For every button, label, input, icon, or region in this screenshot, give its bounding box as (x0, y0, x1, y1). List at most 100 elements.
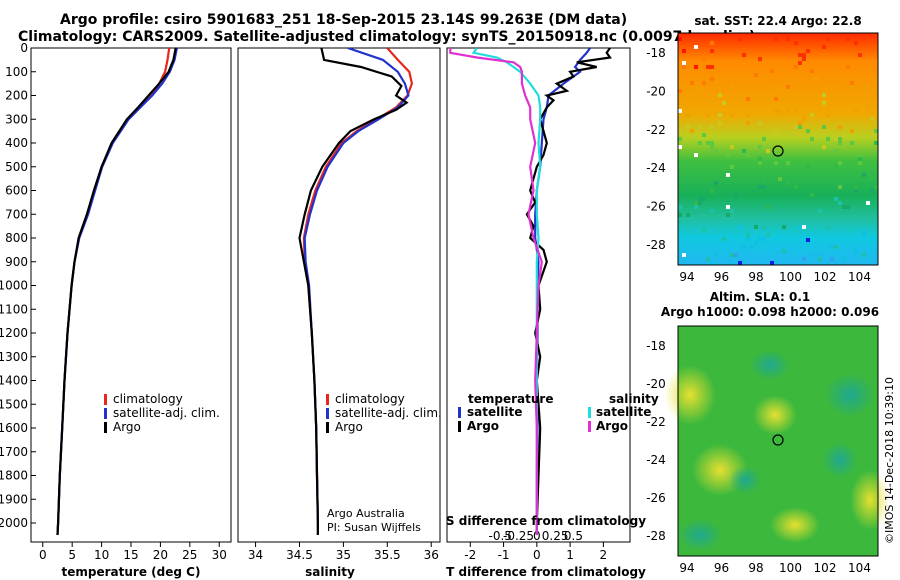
sst-pixel (678, 85, 682, 89)
lat-tick-label: -20 (646, 84, 666, 98)
sst-pixel (678, 205, 682, 209)
sst-pixel (750, 245, 754, 249)
sst-pixel (786, 109, 790, 113)
sla-blob (770, 507, 820, 543)
sst-pixel (854, 41, 858, 45)
depth-tick-label: 600 (5, 184, 28, 198)
sst-pixel (742, 53, 746, 57)
sst-pixel (682, 65, 686, 69)
depth-tick-label: 1900 (0, 492, 28, 506)
salinity-axes-frame (237, 47, 441, 543)
sst-pixel (870, 189, 874, 193)
sst-pixel (834, 165, 838, 169)
depth-tick-label: 1500 (0, 397, 28, 411)
sst-pixel (830, 257, 834, 261)
depth-tick-label: 700 (5, 207, 28, 221)
sst-pixel (742, 245, 746, 249)
sst-pixel (786, 33, 790, 37)
legend-label-argo: Argo (335, 420, 363, 434)
sst-pixel (762, 185, 766, 189)
sla-blob (664, 365, 716, 425)
header-line-1: Argo profile: csiro 5901683_251 18-Sep-2… (60, 12, 627, 28)
sst-pixel (798, 53, 802, 57)
sst-pixel (810, 137, 814, 141)
sst-pixel (714, 181, 718, 185)
x-tick-label: 0 (39, 548, 47, 562)
sst-pixel (714, 253, 718, 257)
sst-pixel (782, 97, 786, 101)
sst-pixel (802, 117, 806, 121)
sst-pixel (686, 89, 690, 93)
sst-pixel (686, 213, 690, 217)
s-diff-tick-label: -0.25 (503, 529, 534, 543)
temperature-legend: climatology satellite-adj. clim. Argo (104, 392, 220, 434)
sst-pixel (854, 185, 858, 189)
sst-pixel (830, 245, 834, 249)
sst-pixel (862, 229, 866, 233)
sst-pixel (838, 125, 842, 129)
sst-lat-ticks: -18 -20 -22 -24 -26 -28 (646, 46, 666, 252)
lon-tick-label: 102 (814, 270, 837, 284)
temperature-axes-frame (30, 47, 232, 543)
lat-tick-label: -28 (646, 529, 666, 543)
sst-pixel (746, 113, 750, 117)
lon-tick-label: 94 (679, 561, 694, 575)
sst-pixels (678, 33, 878, 265)
sst-pixel (766, 205, 770, 209)
sst-pixel (850, 129, 854, 133)
sst-pixel (682, 61, 686, 65)
sst-pixel (786, 37, 790, 41)
sst-pixel (838, 201, 842, 205)
sst-pixel (758, 145, 762, 149)
sst-pixel (710, 189, 714, 193)
depth-tick-label: 1600 (0, 421, 28, 435)
sst-pixel (794, 41, 798, 45)
sst-pixel (786, 85, 790, 89)
sst-pixel (734, 33, 738, 37)
header-line-2: Climatology: CARS2009. Satellite-adjuste… (18, 29, 755, 45)
salinity-tick-labels: 34 34.5 35 35.5 36 (248, 542, 439, 562)
salinity-lines (298, 48, 414, 535)
lon-tick-label: 104 (848, 561, 871, 575)
series-line-argo (298, 48, 409, 535)
sla-blob (729, 466, 761, 494)
sst-pixel (686, 125, 690, 129)
sst-pixel (786, 161, 790, 165)
depth-tick-label: 1100 (0, 302, 28, 316)
sst-pixel (858, 157, 862, 161)
sst-pixel (842, 205, 846, 209)
sst-pixel (874, 129, 878, 133)
lat-tick-label: -18 (646, 339, 666, 353)
sla-subtitle: Argo h1000: 0.098 h2000: 0.096 (661, 305, 879, 319)
sst-pixel (806, 49, 810, 53)
sst-pixel (774, 129, 778, 133)
legend-swatch-t-argo (458, 421, 461, 432)
sst-pixel (782, 225, 786, 229)
depth-tick-label: 200 (5, 89, 28, 103)
legend-title-temperature: temperature (468, 392, 553, 406)
x-tick-label: -2 (464, 548, 476, 562)
sst-pixel (702, 197, 706, 201)
sst-pixel (710, 49, 714, 53)
x-tick-label: 20 (153, 548, 168, 562)
legend-swatch-argo (104, 422, 107, 433)
depth-tick-label: 900 (5, 255, 28, 269)
sst-pixel (838, 173, 842, 177)
sst-pixel (798, 61, 802, 65)
x-tick-label: 30 (212, 548, 227, 562)
sst-pixel (818, 209, 822, 213)
sst-pixel (834, 149, 838, 153)
legend-swatch-s-argo (588, 421, 591, 432)
sst-pixel (786, 181, 790, 185)
sst-pixel (822, 101, 826, 105)
t-diff-tick-labels: -2 -1 0 1 2 (464, 542, 607, 562)
diff-temperature-legend: temperature satellite Argo (458, 392, 553, 433)
x-tick-label: 1 (566, 548, 574, 562)
sst-pixel (730, 165, 734, 169)
sst-pixel (698, 141, 702, 145)
sst-pixel (702, 177, 706, 181)
sst-pixel (694, 205, 698, 209)
sst-pixel (706, 65, 710, 69)
sst-pixel (838, 141, 842, 145)
sst-pixel (678, 37, 682, 41)
